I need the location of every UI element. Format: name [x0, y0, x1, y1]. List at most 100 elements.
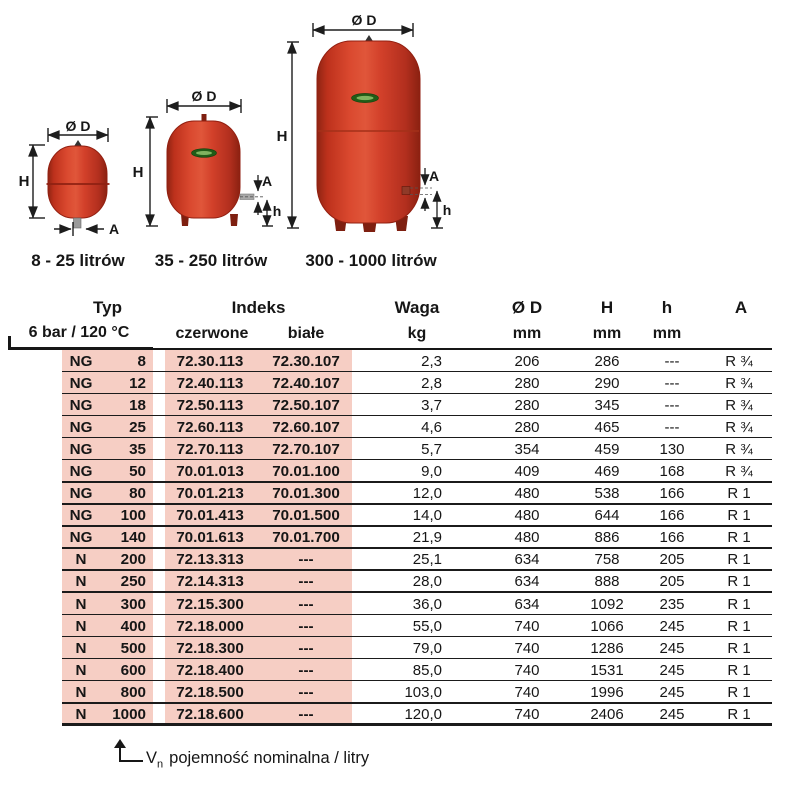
indeks-biale-cell: --- — [298, 617, 314, 635]
tank-body — [316, 40, 421, 224]
conn-height-cell: 205 — [659, 573, 685, 591]
diameter-cell: 740 — [514, 683, 540, 701]
connection-cell: R ¾ — [725, 418, 753, 436]
indeks-biale-cell: 72.70.107 — [272, 440, 340, 458]
connection-cell: R 1 — [727, 595, 751, 613]
typ-size-cell: 35 — [129, 440, 146, 458]
height-cell: 2406 — [590, 706, 624, 724]
indeks-biale-cell: --- — [298, 706, 314, 724]
connection-cell: R 1 — [727, 507, 751, 525]
conn-height-cell: 168 — [659, 463, 685, 481]
typ-highlight — [62, 504, 153, 527]
header-separator — [62, 348, 772, 350]
diameter-cell: 740 — [514, 706, 540, 724]
conn-height-cell: --- — [664, 418, 680, 436]
footnote-v: V — [146, 749, 158, 767]
conn-height-cell: --- — [664, 374, 680, 392]
conn-height-cell: 245 — [659, 617, 685, 635]
typ-prefix-cell: NG — [69, 485, 93, 503]
footnote-text: Vn pojemność nominalna / litry — [146, 749, 369, 770]
conn-height-cell: 245 — [659, 661, 685, 679]
footnote-connector-line — [119, 760, 143, 762]
height-cell: 888 — [594, 573, 620, 591]
dim-label-conn-height: h — [443, 202, 452, 218]
header-bracket-tick — [8, 336, 11, 349]
tank-body — [47, 145, 108, 219]
conn-height-cell: 245 — [659, 683, 685, 701]
typ-size-cell: 25 — [129, 418, 146, 436]
col-header-height-unit: mm — [592, 325, 622, 342]
waga-cell: 9,0 — [421, 463, 442, 481]
reflex-logo-text — [196, 151, 212, 155]
typ-prefix-cell: N — [75, 573, 87, 591]
height-cell: 1531 — [590, 661, 624, 679]
height-cell: 459 — [594, 440, 620, 458]
indeks-czerwone-cell: 72.40.113 — [176, 374, 244, 392]
indeks-biale-cell: 70.01.300 — [272, 485, 340, 503]
table-row: NG 18 72.50.113 72.50.107 3,7 280 345 --- R ¾ — [0, 394, 800, 417]
connection-cell: R ¾ — [725, 352, 753, 370]
indeks-biale-cell: --- — [298, 683, 314, 701]
waga-cell: 25,1 — [412, 551, 442, 569]
table-row: NG 12 72.40.113 72.40.107 2,8 280 290 --- R ¾ — [0, 372, 800, 395]
indeks-biale-cell: 72.60.107 — [272, 418, 340, 436]
waga-cell: 12,0 — [412, 485, 442, 503]
connection-cell: R 1 — [727, 573, 751, 591]
height-cell: 1092 — [590, 595, 624, 613]
table-row: NG 140 70.01.613 70.01.700 21,9 480 886 166 R 1 — [0, 526, 800, 549]
row-separator — [62, 436, 772, 439]
diameter-cell: 480 — [514, 485, 540, 503]
col-header-biale: białe — [287, 325, 325, 342]
waga-cell: 21,9 — [412, 529, 442, 547]
conn-height-cell: 235 — [659, 595, 685, 613]
col-header-indeks: Indeks — [231, 298, 286, 317]
row-separator — [62, 613, 772, 616]
indeks-biale-cell: 70.01.500 — [272, 507, 340, 525]
typ-highlight — [62, 615, 153, 638]
waga-cell: 85,0 — [412, 661, 442, 679]
waga-cell: 120,0 — [404, 706, 442, 724]
row-separator — [62, 547, 772, 549]
typ-prefix-cell: N — [75, 661, 87, 679]
indeks-czerwone-cell: 72.18.300 — [176, 639, 244, 657]
table-row: N 800 72.18.500 --- 103,0 740 1996 245 R 1 — [0, 681, 800, 704]
indeks-czerwone-cell: 70.01.013 — [176, 463, 244, 481]
row-separator — [62, 635, 772, 638]
col-header-conn-height: h — [661, 298, 673, 317]
table-row: N 500 72.18.300 --- 79,0 740 1286 245 R 1 — [0, 637, 800, 660]
indeks-czerwone-cell: 70.01.613 — [176, 529, 244, 547]
height-cell: 644 — [594, 507, 620, 525]
typ-size-cell: 8 — [137, 352, 146, 370]
indeks-highlight — [165, 615, 352, 638]
indeks-biale-cell: --- — [298, 551, 314, 569]
connection-cell: R 1 — [727, 639, 751, 657]
height-cell: 886 — [594, 529, 620, 547]
conn-height-cell: 166 — [659, 529, 685, 547]
diameter-cell: 740 — [514, 617, 540, 635]
typ-size-cell: 140 — [120, 529, 146, 547]
typ-size-cell: 300 — [120, 595, 146, 613]
row-separator — [62, 458, 772, 461]
waga-cell: 2,8 — [421, 374, 442, 392]
typ-highlight — [62, 482, 153, 505]
typ-size-cell: 200 — [120, 551, 146, 569]
height-cell: 1286 — [590, 639, 624, 657]
indeks-czerwone-cell: 72.13.313 — [176, 551, 244, 569]
waga-cell: 2,3 — [421, 352, 442, 370]
conn-height-cell: 245 — [659, 639, 685, 657]
indeks-highlight — [165, 504, 352, 527]
connection-cell: R 1 — [727, 683, 751, 701]
typ-highlight — [62, 416, 153, 439]
indeks-czerwone-cell: 72.70.113 — [176, 440, 244, 458]
typ-highlight — [62, 526, 153, 549]
indeks-czerwone-cell: 70.01.213 — [176, 485, 244, 503]
row-separator — [62, 723, 772, 726]
waga-cell: 103,0 — [404, 683, 442, 701]
table-row: N 1000 72.18.600 --- 120,0 740 2406 245 R 1 — [0, 703, 800, 726]
row-separator — [62, 525, 772, 527]
conn-height-cell: 166 — [659, 485, 685, 503]
indeks-highlight — [165, 460, 352, 483]
waga-cell: 79,0 — [412, 639, 442, 657]
typ-size-cell: 500 — [120, 639, 146, 657]
dim-label-height: H — [133, 164, 144, 181]
